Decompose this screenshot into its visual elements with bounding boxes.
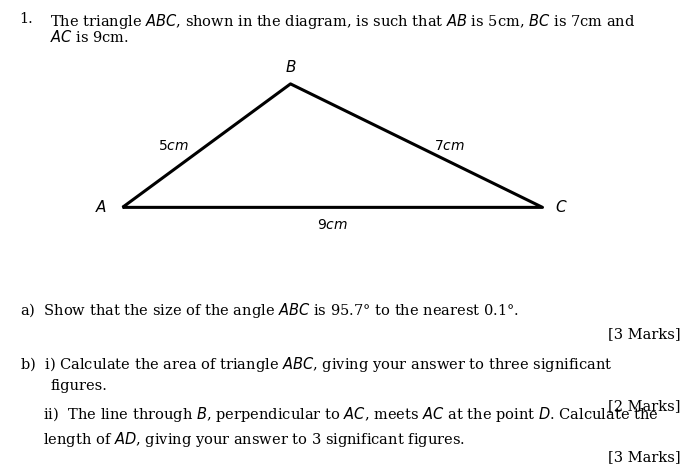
Text: $\mathit{C}$: $\mathit{C}$	[555, 199, 568, 215]
Text: figures.: figures.	[50, 379, 107, 393]
Text: [3 Marks]: [3 Marks]	[608, 328, 680, 342]
Text: $\mathit{7cm}$: $\mathit{7cm}$	[434, 138, 465, 153]
Text: $\mathit{A}$: $\mathit{A}$	[95, 199, 107, 215]
Text: $\mathit{AC}$ is 9cm.: $\mathit{AC}$ is 9cm.	[50, 29, 130, 45]
Text: ii)  The line through $\mathit{B}$, perpendicular to $\mathit{AC}$, meets $\math: ii) The line through $\mathit{B}$, perpe…	[20, 405, 658, 425]
Text: The triangle $\mathit{ABC}$, shown in the diagram, is such that $\mathit{AB}$ is: The triangle $\mathit{ABC}$, shown in th…	[50, 12, 636, 31]
Text: a)  Show that the size of the angle $\mathit{ABC}$ is 95.7° to the nearest 0.1°.: a) Show that the size of the angle $\mat…	[20, 301, 519, 320]
Text: $\mathit{B}$: $\mathit{B}$	[285, 60, 296, 75]
Text: [3 Marks]: [3 Marks]	[608, 450, 680, 464]
Text: [2 Marks]: [2 Marks]	[608, 399, 680, 413]
Text: $\mathit{5cm}$: $\mathit{5cm}$	[158, 138, 189, 153]
Text: 1.: 1.	[20, 12, 34, 26]
Text: b)  i) Calculate the area of triangle $\mathit{ABC}$, giving your answer to thre: b) i) Calculate the area of triangle $\m…	[20, 355, 612, 374]
Text: length of $\mathit{AD}$, giving your answer to 3 significant figures.: length of $\mathit{AD}$, giving your ans…	[20, 430, 465, 449]
Text: $\mathit{9cm}$: $\mathit{9cm}$	[317, 218, 348, 232]
